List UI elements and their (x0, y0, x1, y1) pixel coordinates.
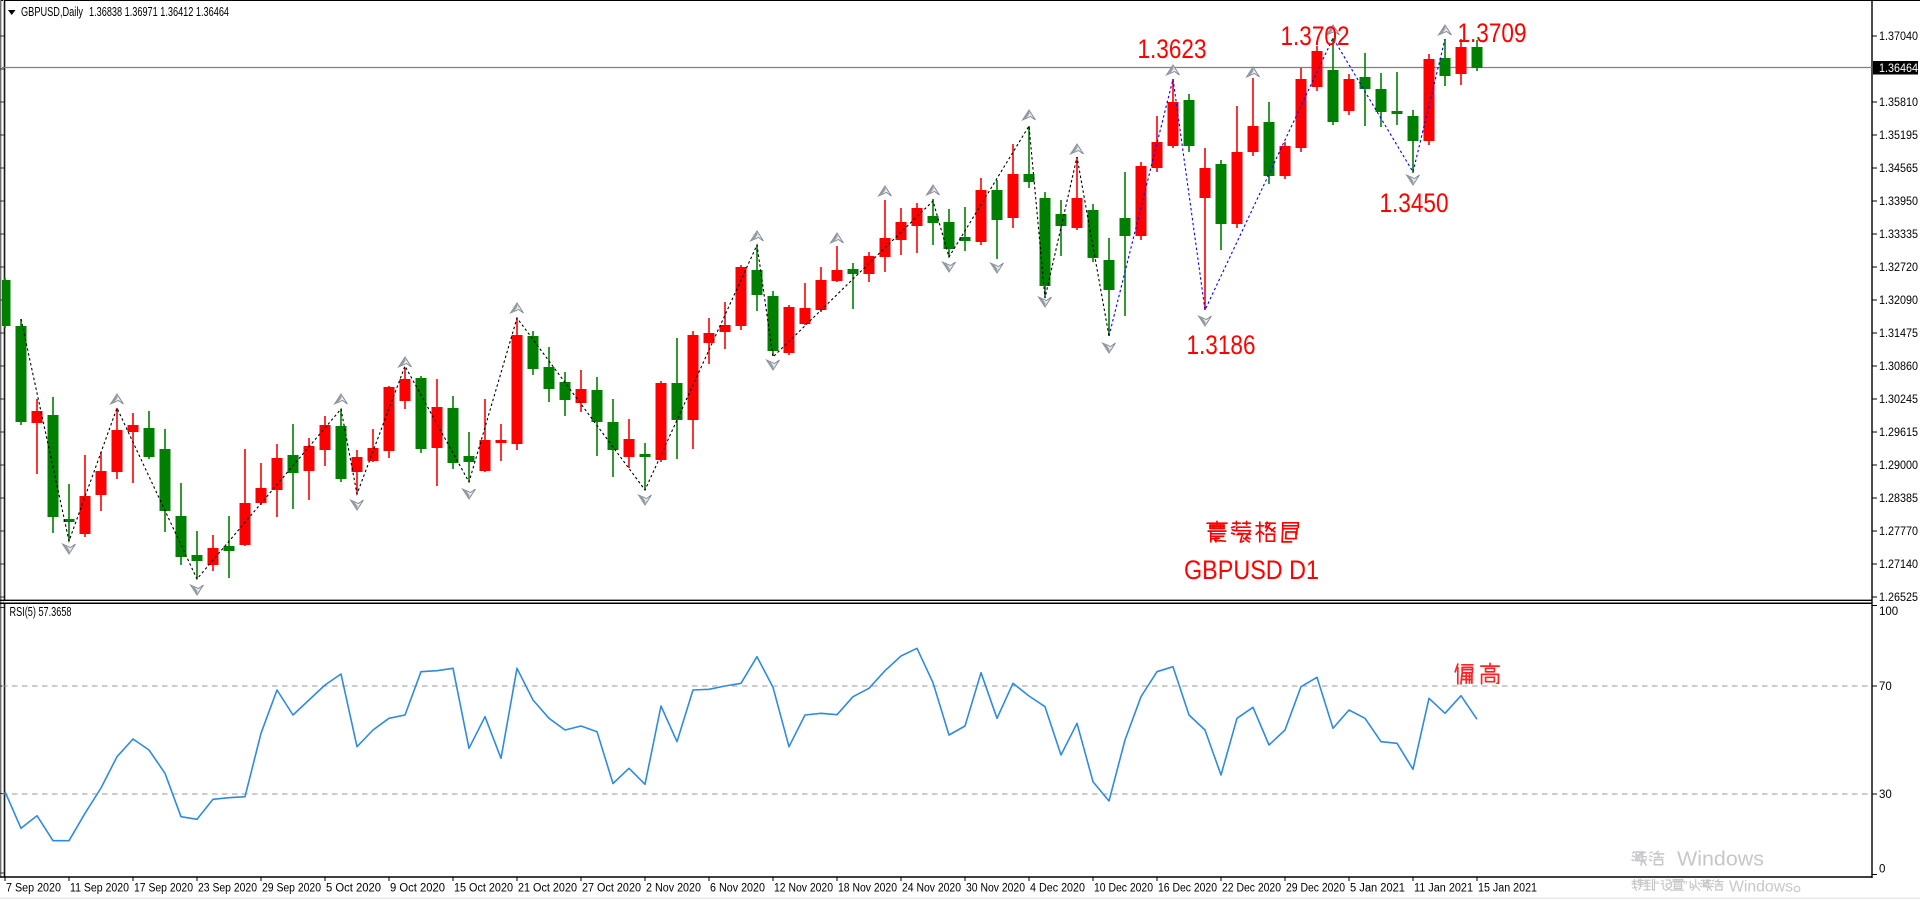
svg-text:7 Sep 2020: 7 Sep 2020 (6, 883, 61, 895)
svg-text:100: 100 (1879, 606, 1898, 618)
svg-text:1.26525: 1.26525 (1879, 592, 1918, 604)
svg-text:1.30860: 1.30860 (1879, 361, 1918, 373)
svg-text:5 Oct 2020: 5 Oct 2020 (326, 883, 381, 895)
svg-text:21 Oct 2020: 21 Oct 2020 (518, 883, 577, 895)
svg-text:1.27140: 1.27140 (1879, 559, 1918, 571)
svg-text:11 Jan 2021: 11 Jan 2021 (1414, 883, 1473, 895)
svg-text:“: “ (1655, 878, 1659, 893)
svg-text:1.32720: 1.32720 (1879, 262, 1918, 274)
svg-text:16 Dec 2020: 16 Dec 2020 (1158, 883, 1217, 895)
svg-text:Windows: Windows (1729, 879, 1793, 896)
svg-text:1.28385: 1.28385 (1879, 493, 1918, 505)
svg-text:1.29615: 1.29615 (1879, 427, 1918, 439)
svg-text:1.30245: 1.30245 (1879, 394, 1918, 406)
svg-text:1.29000: 1.29000 (1879, 460, 1918, 472)
svg-text:1.36464: 1.36464 (1879, 63, 1919, 75)
svg-text:1.27770: 1.27770 (1879, 526, 1918, 538)
svg-text:27 Oct 2020: 27 Oct 2020 (582, 883, 641, 895)
svg-text:4 Dec 2020: 4 Dec 2020 (1030, 883, 1085, 895)
svg-text:70: 70 (1879, 681, 1892, 693)
svg-text:11 Sep 2020: 11 Sep 2020 (70, 883, 129, 895)
svg-text:0: 0 (1879, 864, 1885, 876)
svg-text:9 Oct 2020: 9 Oct 2020 (390, 883, 445, 895)
svg-text:15 Oct 2020: 15 Oct 2020 (454, 883, 513, 895)
svg-text:10 Dec 2020: 10 Dec 2020 (1094, 883, 1153, 895)
svg-text:1.3702: 1.3702 (1281, 21, 1350, 51)
svg-text:1.34565: 1.34565 (1879, 163, 1918, 175)
svg-text:24 Nov 2020: 24 Nov 2020 (902, 883, 961, 895)
svg-text:”: ” (1683, 878, 1687, 893)
svg-text:1.36838 1.36971 1.36412 1.3646: 1.36838 1.36971 1.36412 1.36464 (89, 5, 229, 19)
svg-text:1.31475: 1.31475 (1879, 328, 1918, 340)
svg-text:29 Dec 2020: 29 Dec 2020 (1286, 883, 1345, 895)
svg-text:30: 30 (1879, 789, 1892, 801)
svg-text:15 Jan 2021: 15 Jan 2021 (1478, 883, 1537, 895)
svg-text:1.3186: 1.3186 (1187, 330, 1256, 360)
svg-text:17 Sep 2020: 17 Sep 2020 (134, 883, 193, 895)
svg-text:1.32090: 1.32090 (1879, 295, 1918, 307)
svg-text:Windows: Windows (1677, 848, 1764, 871)
svg-text:1.35810: 1.35810 (1879, 97, 1918, 109)
svg-text:1.33950: 1.33950 (1879, 196, 1918, 208)
svg-text:2 Nov 2020: 2 Nov 2020 (646, 883, 701, 895)
svg-text:23 Sep 2020: 23 Sep 2020 (198, 883, 257, 895)
svg-text:30 Nov 2020: 30 Nov 2020 (966, 883, 1025, 895)
svg-text:1.35195: 1.35195 (1879, 130, 1918, 142)
svg-text:GBPUSD D1: GBPUSD D1 (1184, 555, 1319, 585)
svg-text:1.3709: 1.3709 (1458, 18, 1527, 48)
svg-text:RSI(5) 57.3658: RSI(5) 57.3658 (10, 605, 72, 619)
svg-text:1.3623: 1.3623 (1138, 34, 1207, 64)
svg-text:22 Dec 2020: 22 Dec 2020 (1222, 883, 1281, 895)
svg-text:1.37040: 1.37040 (1879, 31, 1918, 43)
svg-text:1.33335: 1.33335 (1879, 229, 1918, 241)
svg-text:5 Jan 2021: 5 Jan 2021 (1350, 883, 1405, 895)
svg-text:18 Nov 2020: 18 Nov 2020 (838, 883, 897, 895)
svg-text:6 Nov 2020: 6 Nov 2020 (710, 883, 765, 895)
svg-text:29 Sep 2020: 29 Sep 2020 (262, 883, 321, 895)
svg-text:12 Nov 2020: 12 Nov 2020 (774, 883, 833, 895)
svg-text:1.3450: 1.3450 (1380, 188, 1449, 218)
svg-text:GBPUSD,Daily: GBPUSD,Daily (21, 5, 84, 19)
